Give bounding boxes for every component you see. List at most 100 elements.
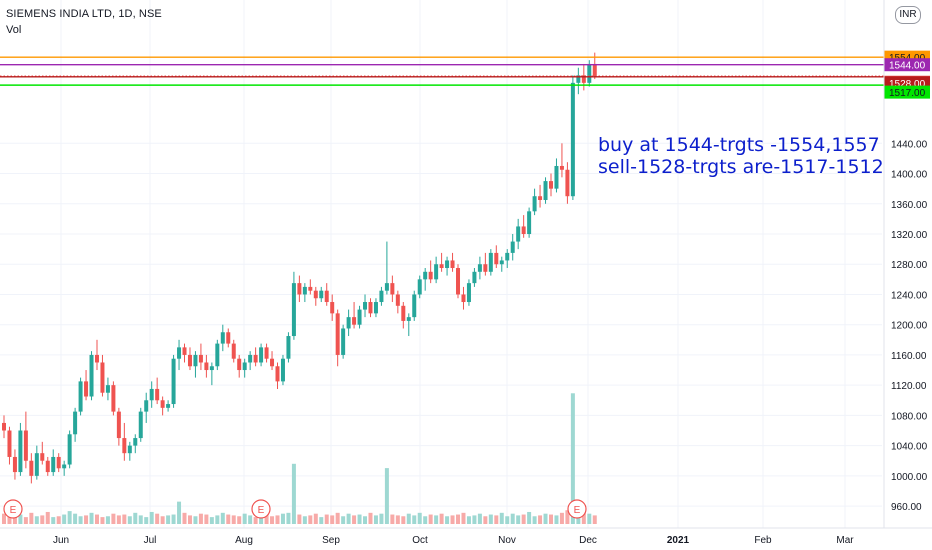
volume-bar xyxy=(461,512,466,524)
volume-bar xyxy=(335,512,340,524)
volume-bar xyxy=(384,468,389,524)
volume-bar xyxy=(209,517,214,524)
volume-bar xyxy=(259,514,264,524)
candle-body xyxy=(198,354,203,363)
candle-body xyxy=(226,332,231,344)
volume-bar xyxy=(291,463,296,524)
x-tick-label: Jul xyxy=(144,535,157,546)
volume-bar xyxy=(51,517,56,524)
y-tick-label: 1280.00 xyxy=(891,260,928,271)
volume-bar xyxy=(160,516,165,524)
volume-bar xyxy=(67,511,72,524)
volume-bar xyxy=(450,515,455,524)
volume-bar xyxy=(34,516,39,524)
volume-bar xyxy=(286,512,291,524)
candle-body xyxy=(160,400,165,408)
volume-legend[interactable]: Vol xyxy=(6,24,22,36)
candle-body xyxy=(29,460,34,476)
candle-body xyxy=(51,456,56,473)
candle-body xyxy=(149,388,154,401)
candle-body xyxy=(40,453,45,461)
volume-bar xyxy=(592,515,597,524)
earnings-marker-icon xyxy=(251,499,271,519)
volume-bar xyxy=(401,516,406,524)
candle-body xyxy=(450,260,455,269)
volume-bar xyxy=(144,517,149,524)
candle-body xyxy=(122,438,127,454)
symbol-legend[interactable]: SIEMENS INDIA LTD, 1D, NSE xyxy=(6,8,162,20)
volume-bar xyxy=(193,516,198,524)
volume-bar xyxy=(7,516,12,524)
volume-bar xyxy=(445,516,450,524)
candle-body xyxy=(177,347,182,359)
volume-bar xyxy=(177,501,182,524)
earnings-marker-label: E xyxy=(10,505,17,516)
volume-bar xyxy=(138,515,143,524)
candle-body xyxy=(297,283,302,295)
volume-bar xyxy=(231,515,236,524)
volume-bar xyxy=(543,513,548,524)
candle-body xyxy=(483,264,488,272)
volume-bar xyxy=(406,513,411,524)
candle-body xyxy=(417,279,422,295)
volume-bar xyxy=(324,514,329,524)
candle-body xyxy=(412,294,417,318)
volume-bar xyxy=(330,515,335,524)
candle-body xyxy=(324,290,329,303)
candle-body xyxy=(84,381,89,397)
price-line-label: 1528.00 xyxy=(889,79,926,90)
candle-body xyxy=(439,264,444,269)
volume-bar xyxy=(122,514,127,524)
volume-bar xyxy=(466,516,471,524)
candle-body xyxy=(166,404,171,408)
candle-body xyxy=(581,75,586,83)
volume-bars xyxy=(2,393,597,524)
candle-body xyxy=(510,241,515,253)
candle-body xyxy=(406,317,411,321)
volume-bar xyxy=(100,517,105,524)
x-tick-label: Dec xyxy=(579,535,597,546)
volume-bar xyxy=(171,514,176,524)
y-tick-label: 960.00 xyxy=(891,502,922,513)
candle-body xyxy=(182,347,187,355)
candle-body xyxy=(494,252,499,265)
volume-bar xyxy=(62,514,67,524)
candle-body xyxy=(472,271,477,284)
volume-bar xyxy=(226,514,231,524)
candle-body xyxy=(220,332,225,344)
volume-bar xyxy=(220,512,225,524)
volume-bar xyxy=(587,513,592,524)
candle-body xyxy=(155,388,160,401)
trade-annotation: buy at 1544-trgts -1554,1557 sell-1528-t… xyxy=(598,134,884,178)
x-tick-label: Mar xyxy=(836,535,854,546)
volume-bar xyxy=(477,513,482,524)
volume-bar xyxy=(581,511,586,524)
candle-body xyxy=(204,362,209,371)
candle-body xyxy=(308,286,313,291)
volume-bar xyxy=(187,515,192,524)
candle-body xyxy=(2,422,6,431)
volume-bar xyxy=(73,513,78,524)
volume-bar xyxy=(368,512,373,524)
candle-body xyxy=(461,294,466,303)
volume-bar xyxy=(237,516,242,524)
candle-body xyxy=(570,82,575,197)
volume-bar xyxy=(182,512,187,524)
volume-bar xyxy=(521,514,526,524)
price-line-label: 1544.00 xyxy=(889,61,926,72)
x-tick-label: Nov xyxy=(498,535,516,546)
chart-grid xyxy=(0,0,882,528)
volume-bar xyxy=(379,513,384,524)
volume-bar xyxy=(308,515,313,524)
currency-badge[interactable]: INR xyxy=(895,6,921,24)
candle-body xyxy=(554,165,559,189)
candle-body xyxy=(488,252,493,272)
volume-bar xyxy=(423,516,428,524)
candle-body xyxy=(434,264,439,280)
candle-body xyxy=(423,271,428,280)
volume-bar xyxy=(149,511,154,524)
volume-bar xyxy=(472,515,477,524)
volume-bar xyxy=(280,513,285,524)
volume-bar xyxy=(319,517,324,524)
